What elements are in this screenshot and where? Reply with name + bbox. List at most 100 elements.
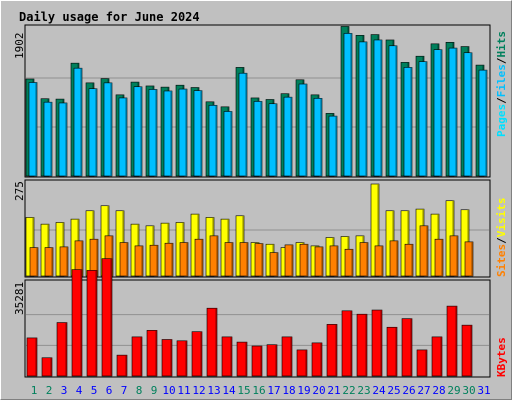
sites-bar-shadow (111, 235, 113, 276)
files-bar-shadow (35, 82, 37, 176)
kbytes-bar-shadow (170, 339, 172, 376)
legend-visits: Visits (495, 198, 508, 238)
day-label: 13 (207, 384, 220, 397)
day-label: 10 (162, 384, 175, 397)
day-label: 1 (31, 384, 38, 397)
day-label: 15 (237, 384, 250, 397)
day-label: 5 (91, 384, 98, 397)
files-bar-shadow (260, 101, 262, 176)
legend-files: Files (495, 64, 508, 97)
day-label: 12 (192, 384, 205, 397)
legend-text: Sites/Visits (495, 198, 508, 278)
files-bar-shadow (350, 33, 352, 176)
day-label: 6 (106, 384, 113, 397)
legend-separator: / (495, 237, 508, 244)
sites-bar-shadow (276, 252, 278, 276)
sites-bar-shadow (141, 245, 143, 276)
kbytes-bar-shadow (110, 258, 112, 376)
kbytes-bar-shadow (155, 330, 157, 376)
day-label: 17 (267, 384, 280, 397)
legend-text: Pages/Files/Hits (495, 31, 508, 137)
files-bar-shadow (335, 116, 337, 176)
day-label: 4 (76, 384, 83, 397)
files-bar-shadow (200, 90, 202, 176)
legend-kbytes: KBytes (495, 337, 508, 377)
kbytes-bar-shadow (380, 310, 382, 376)
files-bar-shadow (365, 41, 367, 177)
sites-bar-shadow (336, 245, 338, 276)
day-label: 27 (417, 384, 430, 397)
day-label: 24 (372, 384, 386, 397)
day-label: 21 (327, 384, 340, 397)
files-bar-shadow (485, 70, 487, 176)
day-label: 31 (477, 384, 490, 397)
sites-bar-shadow (96, 239, 98, 276)
files-bar-shadow (170, 90, 172, 176)
files-bar-shadow (95, 88, 97, 176)
day-label: 7 (121, 384, 128, 397)
sites-bar-shadow (381, 245, 383, 276)
sites-bar-shadow (471, 241, 473, 276)
legend-pages: Pages (495, 104, 508, 137)
kbytes-bar-shadow (260, 346, 262, 376)
day-label: 26 (402, 384, 415, 397)
kbytes-bar-shadow (395, 327, 397, 376)
kbytes-bar-shadow (65, 322, 67, 376)
panel-bottom: 35281 KBytes (13, 258, 508, 378)
kbytes-bar-shadow (80, 269, 82, 376)
files-bar-shadow (230, 111, 232, 176)
kbytes-bar-shadow (290, 336, 292, 376)
x-axis-day-labels: 1 2 3 4 5 6 7 8 9 10 11 12 13 14 15 16 17 18 19 20 21 22 23 24 2… (31, 384, 491, 397)
day-label: 2 (46, 384, 53, 397)
day-label: 11 (177, 384, 190, 397)
sites-bar-shadow (81, 240, 83, 276)
top-ymax-label: 1902 (13, 33, 26, 60)
panel-middle: 275 Sites/Visits (13, 179, 508, 278)
sites-bar-shadow (156, 245, 158, 276)
sites-bar-shadow (306, 244, 308, 276)
kbytes-bar-shadow (245, 342, 247, 376)
sites-bar-shadow (456, 235, 458, 276)
day-label: 30 (462, 384, 475, 397)
day-label: 20 (312, 384, 325, 397)
visits-bar-shadow (32, 217, 34, 276)
top-legend: Pages/Files/Hits (495, 31, 508, 137)
legend-separator: / (495, 97, 508, 104)
chart-title: Daily usage for June 2024 (19, 10, 200, 24)
kbytes-bar-shadow (425, 349, 427, 376)
files-bar-shadow (110, 82, 112, 176)
day-label: 19 (297, 384, 310, 397)
day-label: 18 (282, 384, 295, 397)
sites-bar-shadow (171, 243, 173, 276)
legend-hits: Hits (495, 31, 508, 58)
files-bar-shadow (50, 102, 52, 176)
files-bar-shadow (125, 97, 127, 176)
files-bar-shadow (275, 103, 277, 176)
kbytes-bar-shadow (185, 340, 187, 376)
kbytes-bar-shadow (140, 336, 142, 376)
bottom-legend: KBytes (495, 337, 508, 377)
sites-bar-shadow (201, 239, 203, 276)
files-bar-shadow (80, 68, 82, 176)
sites-bar-shadow (51, 247, 53, 276)
files-bar-shadow (395, 45, 397, 176)
kbytes-bar-shadow (125, 355, 127, 376)
sites-bar-shadow (36, 247, 38, 276)
files-bar-shadow (215, 105, 217, 176)
kbytes-bar-shadow (215, 308, 217, 376)
kbytes-bar-shadow (455, 306, 457, 376)
kbytes-bar-shadow (305, 349, 307, 376)
kbytes-bar-shadow (200, 331, 202, 376)
day-label: 29 (447, 384, 460, 397)
bottom-bars (26, 258, 489, 377)
kbytes-bar-shadow (410, 318, 412, 376)
legend-separator: / (495, 57, 508, 64)
files-bar-shadow (470, 52, 472, 177)
files-bar-shadow (155, 89, 157, 176)
kbytes-bar-shadow (365, 314, 367, 376)
kbytes-bar-shadow (50, 357, 52, 376)
files-bar-shadow (410, 67, 412, 176)
sites-bar-shadow (351, 249, 353, 276)
